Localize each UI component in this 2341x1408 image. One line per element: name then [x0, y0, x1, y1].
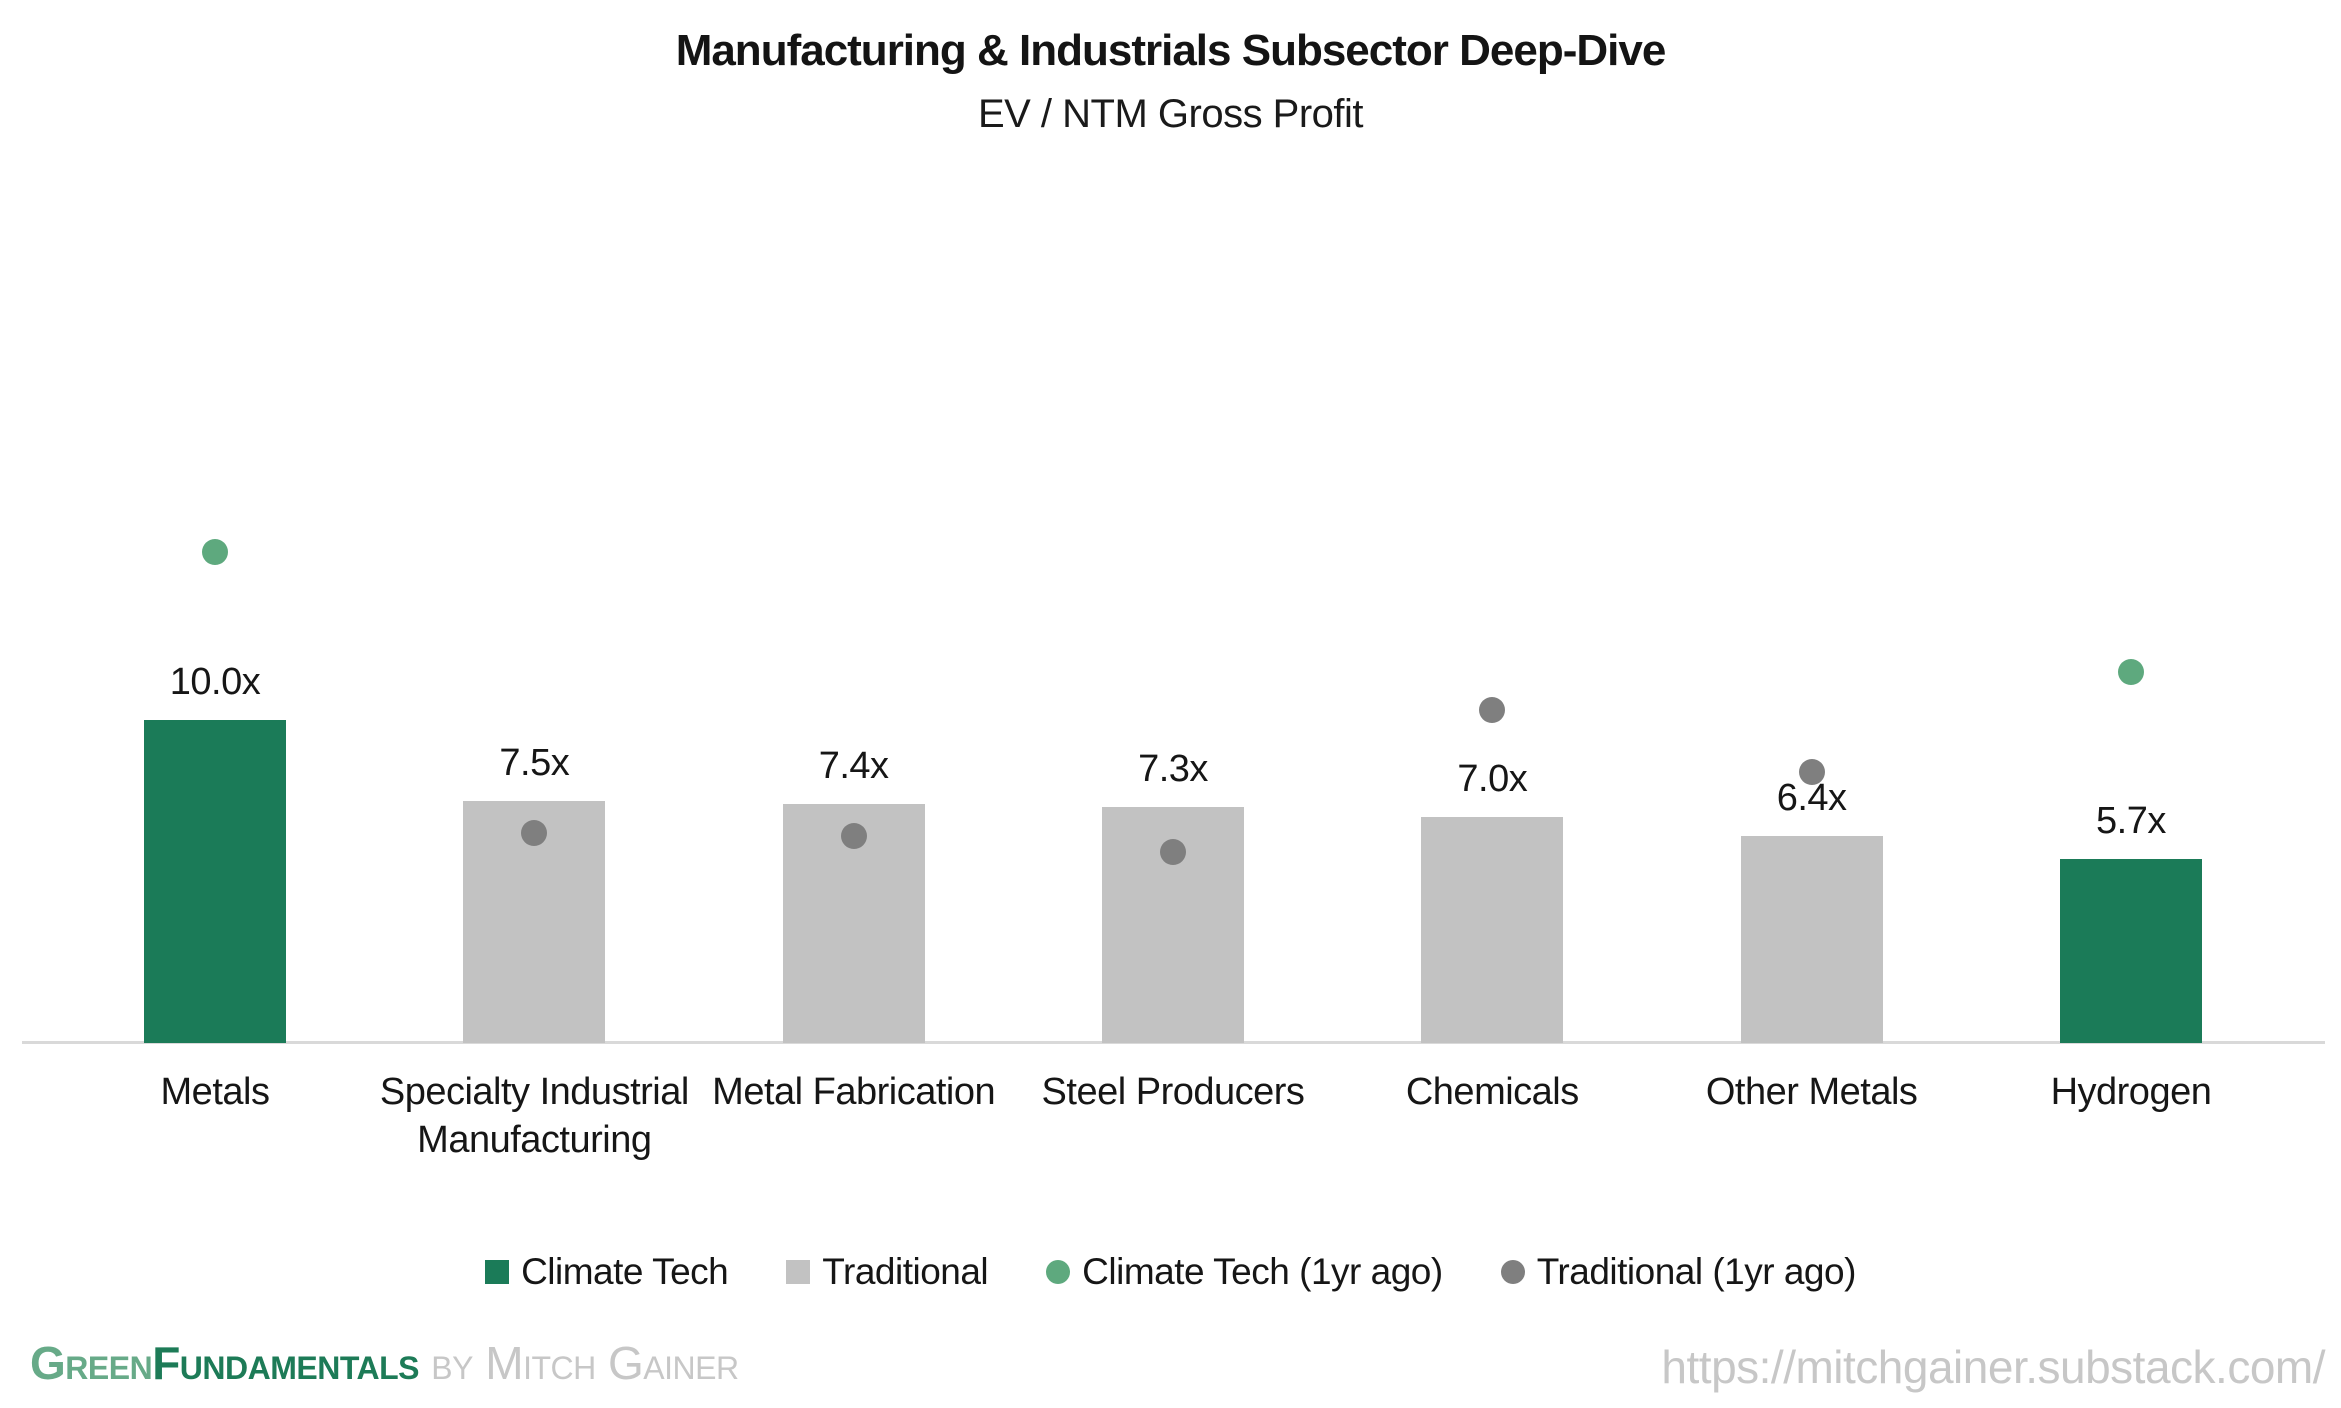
legend-circle-icon: [1500, 1260, 1525, 1284]
brand-footer-fundamentals: Fundamentals: [152, 1337, 420, 1389]
dot-1yr-ago-traditional: [521, 820, 548, 847]
bar-traditional: [1421, 817, 1564, 1043]
legend-item: Traditional: [786, 1251, 989, 1292]
dot-1yr-ago-climate_tech: [202, 539, 228, 566]
legend-item: Climate Tech: [485, 1251, 729, 1292]
category-label: Specialty Industrial Manufacturing: [379, 1071, 689, 1161]
chart-title: Manufacturing & Industrials Subsector De…: [675, 26, 1667, 75]
brand-footer-byline: by Mitch Gainer: [419, 1337, 739, 1389]
legend-label: Traditional: [822, 1251, 989, 1292]
footer-url: https://mitchgainer.substack.com/: [1661, 1341, 2325, 1393]
bar-value-label: 7.5x: [499, 742, 570, 784]
bar-climate_tech: [144, 720, 286, 1043]
chart-subtitle: EV / NTM Gross Profit: [977, 92, 1364, 136]
bar-value-label: 7.0x: [1457, 758, 1528, 800]
legend-item: Traditional (1yr ago): [1500, 1251, 1857, 1292]
bar-value-label: 10.0x: [169, 661, 261, 703]
category-label: Other Metals: [1705, 1071, 1918, 1113]
chart-legend: Climate Tech Traditional Climate Tech (1yr…: [0, 1252, 2341, 1292]
legend-label: Climate Tech: [521, 1251, 729, 1292]
brand-footer: GreenFundamentals by Mitch Gainer: [30, 1338, 739, 1389]
legend-circle-icon: [1046, 1260, 1071, 1284]
dot-1yr-ago-traditional: [840, 823, 867, 850]
legend-square-icon: [786, 1260, 811, 1284]
dot-1yr-ago-traditional: [1159, 839, 1186, 866]
category-label: Hydrogen: [2050, 1071, 2212, 1113]
legend-square-icon: [485, 1260, 510, 1284]
category-label: Chemicals: [1405, 1071, 1579, 1113]
legend-item: Climate Tech (1yr ago): [1046, 1252, 1443, 1292]
bar-climate_tech: [2059, 859, 2202, 1043]
bar-traditional: [1740, 836, 1883, 1043]
bar-value-label: 7.4x: [818, 745, 889, 787]
bar-value-label: 7.3x: [1138, 748, 1208, 790]
category-label: Metal Fabrication: [712, 1071, 996, 1113]
legend-label: Traditional (1yr ago): [1536, 1251, 1857, 1292]
category-label: Steel Producers: [1041, 1071, 1305, 1113]
dot-1yr-ago-climate_tech: [2117, 658, 2144, 685]
legend-label: Climate Tech (1yr ago): [1082, 1251, 1443, 1292]
bar-value-label: 6.4x: [1776, 777, 1847, 819]
dot-1yr-ago-traditional: [1798, 758, 1825, 785]
category-label: Metals: [160, 1071, 270, 1113]
dot-1yr-ago-traditional: [1479, 697, 1506, 724]
brand-footer-green: Green: [30, 1337, 153, 1389]
bar-value-label: 5.7x: [2096, 800, 2166, 842]
